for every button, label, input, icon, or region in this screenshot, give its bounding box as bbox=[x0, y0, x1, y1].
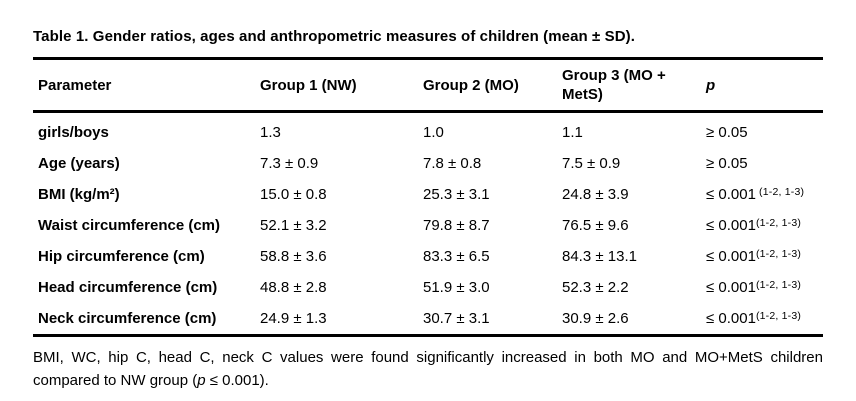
cell-p-value: ≤ 0.001(1-2, 1-3) bbox=[706, 210, 823, 241]
footnote-text-before: BMI, WC, hip C, head C, neck C values we… bbox=[33, 349, 823, 389]
cell-p-value: ≤ 0.001(1-2, 1-3) bbox=[706, 303, 823, 336]
cell-group2: 30.7 ± 3.1 bbox=[423, 310, 490, 327]
cell-p-value: ≤ 0.001(1-2, 1-3) bbox=[706, 241, 823, 272]
cell-p-value: ≥ 0.05 bbox=[706, 112, 823, 149]
cell-group2: 83.3 ± 6.5 bbox=[423, 248, 490, 265]
p-value-text: ≤ 0.001 bbox=[706, 310, 756, 327]
cell-group3: 84.3 ± 13.1 bbox=[562, 248, 637, 265]
cell-group1: 52.1 ± 3.2 bbox=[260, 217, 327, 234]
cell-group1: 24.9 ± 1.3 bbox=[260, 310, 327, 327]
cell-group1: 48.8 ± 2.8 bbox=[260, 279, 327, 296]
cell-group1: 58.8 ± 3.6 bbox=[260, 248, 327, 265]
cell-p-value: ≤ 0.001 (1-2, 1-3) bbox=[706, 179, 823, 210]
table-row: Neck circumference (cm) 24.9 ± 1.3 30.7 … bbox=[33, 303, 823, 336]
column-header-group2: Group 2 (MO) bbox=[423, 76, 519, 94]
table-body: girls/boys 1.3 1.0 1.1 ≥ 0.05 Age (years… bbox=[33, 112, 823, 336]
table-row: BMI (kg/m²) 15.0 ± 0.8 25.3 ± 3.1 24.8 ±… bbox=[33, 179, 823, 210]
cell-group3: 30.9 ± 2.6 bbox=[562, 310, 629, 327]
cell-group1: 7.3 ± 0.9 bbox=[260, 155, 319, 172]
p-value-text: ≤ 0.001 bbox=[706, 279, 756, 296]
table-title: Table 1. Gender ratios, ages and anthrop… bbox=[33, 28, 636, 45]
cell-group3: 76.5 ± 9.6 bbox=[562, 217, 629, 234]
table-row: Head circumference (cm) 48.8 ± 2.8 51.9 … bbox=[33, 272, 823, 303]
table-header: Parameter Group 1 (NW) Group 2 (MO) Grou… bbox=[33, 59, 823, 112]
cell-group2: 7.8 ± 0.8 bbox=[423, 155, 482, 172]
cell-group2: 79.8 ± 8.7 bbox=[423, 217, 490, 234]
footnote-text-after: ≤ 0.001). bbox=[205, 372, 269, 389]
cell-parameter: Waist circumference (cm) bbox=[38, 217, 221, 234]
table-row: girls/boys 1.3 1.0 1.1 ≥ 0.05 bbox=[33, 112, 823, 149]
table-row: Hip circumference (cm) 58.8 ± 3.6 83.3 ±… bbox=[33, 241, 823, 272]
cell-group1: 15.0 ± 0.8 bbox=[260, 186, 327, 203]
cell-group2: 1.0 bbox=[423, 124, 444, 141]
p-value-superscript: (1-2, 1-3) bbox=[755, 186, 805, 198]
column-header-p: p bbox=[706, 76, 716, 94]
p-value-text: ≤ 0.001 bbox=[706, 217, 756, 234]
table-footnote: BMI, WC, hip C, head C, neck C values we… bbox=[33, 346, 823, 392]
column-header-group3: Group 3 (MO + MetS) bbox=[562, 67, 666, 103]
cell-parameter: BMI (kg/m²) bbox=[38, 186, 120, 203]
table-row: Age (years) 7.3 ± 0.9 7.8 ± 0.8 7.5 ± 0.… bbox=[33, 148, 823, 179]
p-value-superscript: (1-2, 1-3) bbox=[755, 248, 802, 260]
cell-parameter: girls/boys bbox=[38, 124, 109, 141]
cell-parameter: Hip circumference (cm) bbox=[38, 248, 205, 265]
cell-group3: 1.1 bbox=[562, 124, 583, 141]
p-value-text: ≥ 0.05 bbox=[706, 124, 748, 141]
column-header-parameter: Parameter bbox=[38, 76, 112, 94]
p-value-text: ≥ 0.05 bbox=[706, 155, 748, 172]
cell-group2: 25.3 ± 3.1 bbox=[423, 186, 490, 203]
cell-group3: 7.5 ± 0.9 bbox=[562, 155, 621, 172]
cell-parameter: Neck circumference (cm) bbox=[38, 310, 217, 327]
cell-group3: 24.8 ± 3.9 bbox=[562, 186, 629, 203]
cell-parameter: Head circumference (cm) bbox=[38, 279, 218, 296]
p-value-superscript: (1-2, 1-3) bbox=[755, 217, 802, 229]
p-value-text: ≤ 0.001 bbox=[706, 186, 756, 203]
p-value-superscript: (1-2, 1-3) bbox=[755, 279, 802, 291]
cell-parameter: Age (years) bbox=[38, 155, 120, 172]
header-row: Parameter Group 1 (NW) Group 2 (MO) Grou… bbox=[33, 59, 823, 112]
column-header-group1: Group 1 (NW) bbox=[260, 76, 357, 94]
cell-group2: 51.9 ± 3.0 bbox=[423, 279, 490, 296]
cell-p-value: ≤ 0.001(1-2, 1-3) bbox=[706, 272, 823, 303]
anthropometric-table: Parameter Group 1 (NW) Group 2 (MO) Grou… bbox=[33, 57, 823, 337]
footnote-p-symbol: p bbox=[197, 372, 206, 389]
p-value-superscript: (1-2, 1-3) bbox=[755, 310, 802, 322]
cell-p-value: ≥ 0.05 bbox=[706, 148, 823, 179]
cell-group3: 52.3 ± 2.2 bbox=[562, 279, 629, 296]
cell-group1: 1.3 bbox=[260, 124, 281, 141]
table-row: Waist circumference (cm) 52.1 ± 3.2 79.8… bbox=[33, 210, 823, 241]
p-value-text: ≤ 0.001 bbox=[706, 248, 756, 265]
